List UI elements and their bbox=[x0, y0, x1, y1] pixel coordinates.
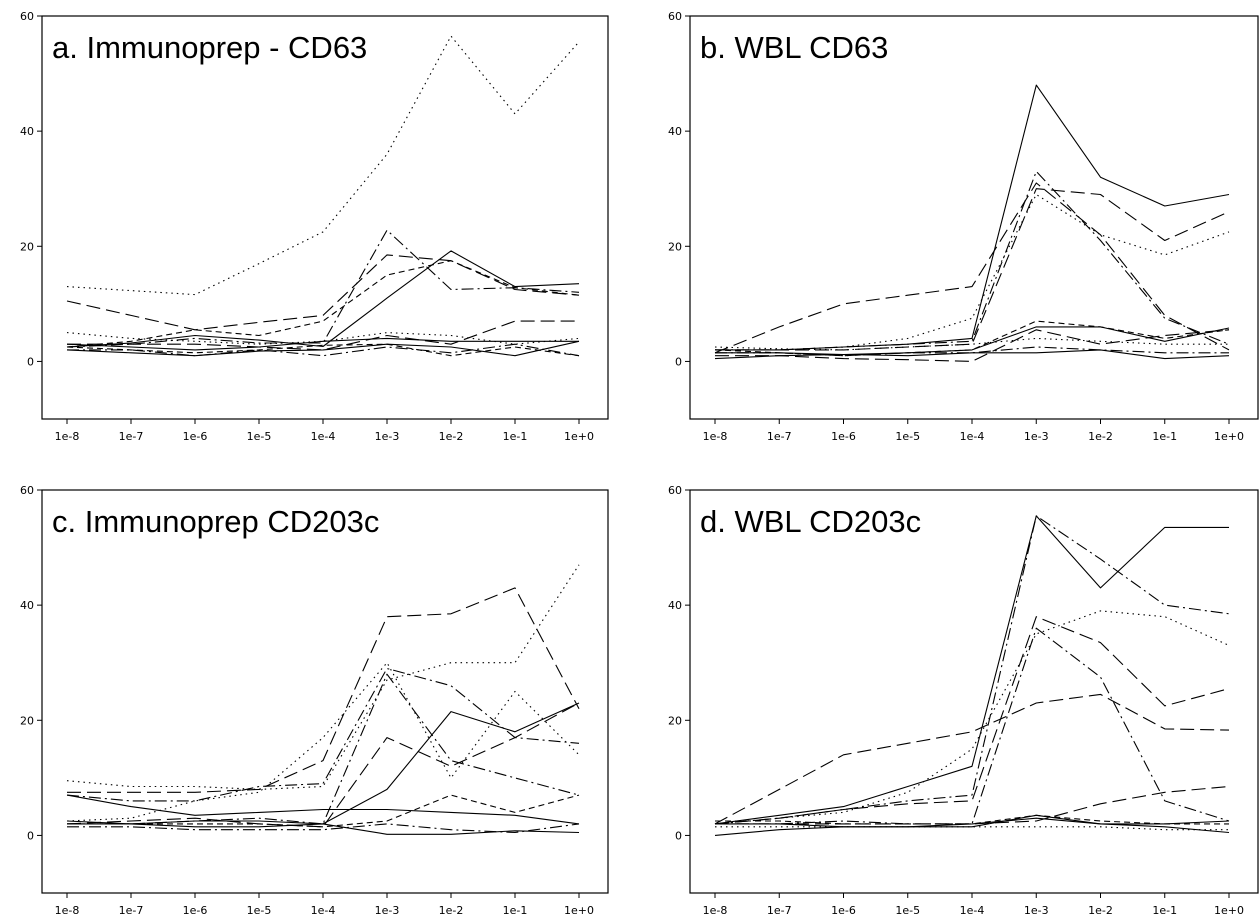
series-line-11 bbox=[66, 820, 580, 835]
series-line-8 bbox=[67, 794, 580, 828]
panel-title: d. WBL CD203c bbox=[700, 504, 921, 539]
series-line-7 bbox=[715, 326, 1230, 356]
x-tick-label: 1e+0 bbox=[564, 430, 594, 443]
y-tick-label: 0 bbox=[675, 355, 682, 368]
y-tick-label: 60 bbox=[20, 10, 34, 23]
x-tick-label: 1e+0 bbox=[1214, 904, 1244, 917]
y-tick-label: 20 bbox=[20, 714, 34, 727]
series-line-10 bbox=[714, 349, 1230, 360]
x-tick-label: 1e-8 bbox=[55, 904, 80, 917]
x-tick-label: 1e-7 bbox=[767, 904, 792, 917]
series-line-11 bbox=[66, 340, 580, 357]
x-tick-label: 1e-1 bbox=[503, 430, 528, 443]
x-tick-label: 1e-4 bbox=[311, 904, 336, 917]
x-tick-label: 1e-7 bbox=[119, 430, 144, 443]
x-tick-label: 1e-6 bbox=[831, 430, 856, 443]
x-tick-label: 1e-2 bbox=[1088, 904, 1113, 917]
x-tick-label: 1e+0 bbox=[564, 904, 594, 917]
y-tick-label: 0 bbox=[27, 355, 34, 368]
x-tick-label: 1e-2 bbox=[439, 430, 464, 443]
x-tick-label: 1e-6 bbox=[183, 430, 208, 443]
y-tick-label: 60 bbox=[20, 484, 34, 497]
y-tick-label: 40 bbox=[20, 125, 34, 138]
series-line-9 bbox=[67, 343, 580, 357]
x-tick-label: 1e-5 bbox=[895, 430, 920, 443]
series-line-11 bbox=[714, 814, 1230, 836]
y-tick-label: 20 bbox=[668, 714, 682, 727]
x-tick-label: 1e-7 bbox=[119, 904, 144, 917]
x-tick-label: 1e-4 bbox=[311, 430, 336, 443]
series-line-1 bbox=[714, 515, 1229, 825]
series-line-1 bbox=[66, 35, 580, 296]
x-tick-label: 1e-4 bbox=[960, 904, 985, 917]
series-line-2 bbox=[715, 188, 1230, 351]
y-tick-label: 60 bbox=[668, 10, 682, 23]
x-tick-label: 1e-7 bbox=[767, 430, 792, 443]
y-tick-label: 40 bbox=[20, 599, 34, 612]
x-tick-label: 1e-1 bbox=[1152, 430, 1177, 443]
y-tick-label: 60 bbox=[668, 484, 682, 497]
series-line-2 bbox=[66, 250, 580, 348]
series-line-10 bbox=[66, 343, 580, 357]
y-tick-label: 20 bbox=[20, 240, 34, 253]
x-tick-label: 1e-3 bbox=[1024, 430, 1049, 443]
series-line-9 bbox=[66, 794, 580, 825]
series-line-5 bbox=[66, 260, 580, 348]
x-tick-label: 1e-6 bbox=[183, 904, 208, 917]
series-line-4 bbox=[66, 254, 580, 331]
series-line-3 bbox=[66, 229, 580, 348]
panel-d: 0 20 40 60 1e-8 1e-7 1e-6 1e-5 1e-4 1e-3 1e-2 1e-1 1… bbox=[668, 484, 1259, 917]
x-tick-label: 1e-2 bbox=[439, 904, 464, 917]
x-tick-label: 1e-8 bbox=[55, 430, 80, 443]
x-tick-label: 1e-8 bbox=[703, 904, 728, 917]
y-tick-label: 40 bbox=[668, 599, 682, 612]
series-line-2 bbox=[67, 587, 580, 793]
series-line-1 bbox=[66, 564, 580, 790]
x-tick-label: 1e-1 bbox=[503, 904, 528, 917]
y-tick-label: 0 bbox=[675, 829, 682, 842]
panel-title: c. Immunoprep CD203c bbox=[52, 504, 379, 539]
series-line-3 bbox=[66, 667, 580, 802]
series-line-6 bbox=[66, 702, 580, 828]
series-line-2 bbox=[714, 515, 1230, 825]
panel-c: 0 20 40 60 1e-8 1e-7 1e-6 1e-5 1e-4 1e-3 1e-2 1e-1 1… bbox=[20, 484, 609, 917]
x-tick-label: 1e-2 bbox=[1088, 430, 1113, 443]
panel-b: 0 20 40 60 1e-8 1e-7 1e-6 1e-5 1e-4 1e-3 1e-2 1e-1 1… bbox=[668, 10, 1259, 443]
x-tick-label: 1e+0 bbox=[1214, 430, 1244, 443]
x-tick-label: 1e-3 bbox=[1024, 904, 1049, 917]
x-tick-label: 1e-5 bbox=[247, 904, 272, 917]
y-tick-label: 40 bbox=[668, 125, 682, 138]
x-tick-label: 1e-6 bbox=[831, 904, 856, 917]
x-tick-label: 1e-1 bbox=[1152, 904, 1177, 917]
x-tick-label: 1e-5 bbox=[247, 430, 272, 443]
panel-a: 0 20 40 60 1e-8 1e-7 1e-6 1e-5 1e-4 1e-3 1e-2 1e-1 1… bbox=[20, 10, 609, 443]
series-line-9 bbox=[715, 817, 1230, 828]
x-tick-label: 1e-3 bbox=[375, 904, 400, 917]
x-tick-label: 1e-4 bbox=[960, 430, 985, 443]
y-tick-label: 0 bbox=[27, 829, 34, 842]
series-line-4 bbox=[714, 616, 1230, 825]
y-tick-label: 20 bbox=[668, 240, 682, 253]
plot-frame bbox=[41, 15, 609, 420]
series-line-7 bbox=[67, 320, 579, 351]
series-line-8 bbox=[715, 814, 1229, 825]
series-line-5 bbox=[714, 182, 1230, 354]
x-tick-label: 1e-5 bbox=[895, 904, 920, 917]
panel-title: a. Immunoprep - CD63 bbox=[52, 30, 367, 65]
series-line-9 bbox=[715, 346, 1229, 357]
series-line-7 bbox=[715, 785, 1230, 825]
series-line-1 bbox=[715, 84, 1230, 351]
series-line-6 bbox=[714, 693, 1230, 825]
series-line-8 bbox=[66, 337, 579, 351]
plot-frame bbox=[41, 489, 609, 894]
plot-frame bbox=[689, 489, 1259, 894]
plot-frame bbox=[689, 15, 1259, 420]
x-tick-label: 1e-8 bbox=[703, 430, 728, 443]
panel-title: b. WBL CD63 bbox=[700, 30, 888, 65]
x-tick-label: 1e-3 bbox=[375, 430, 400, 443]
series-line-11 bbox=[715, 329, 1230, 362]
series-line-4 bbox=[715, 170, 1230, 351]
